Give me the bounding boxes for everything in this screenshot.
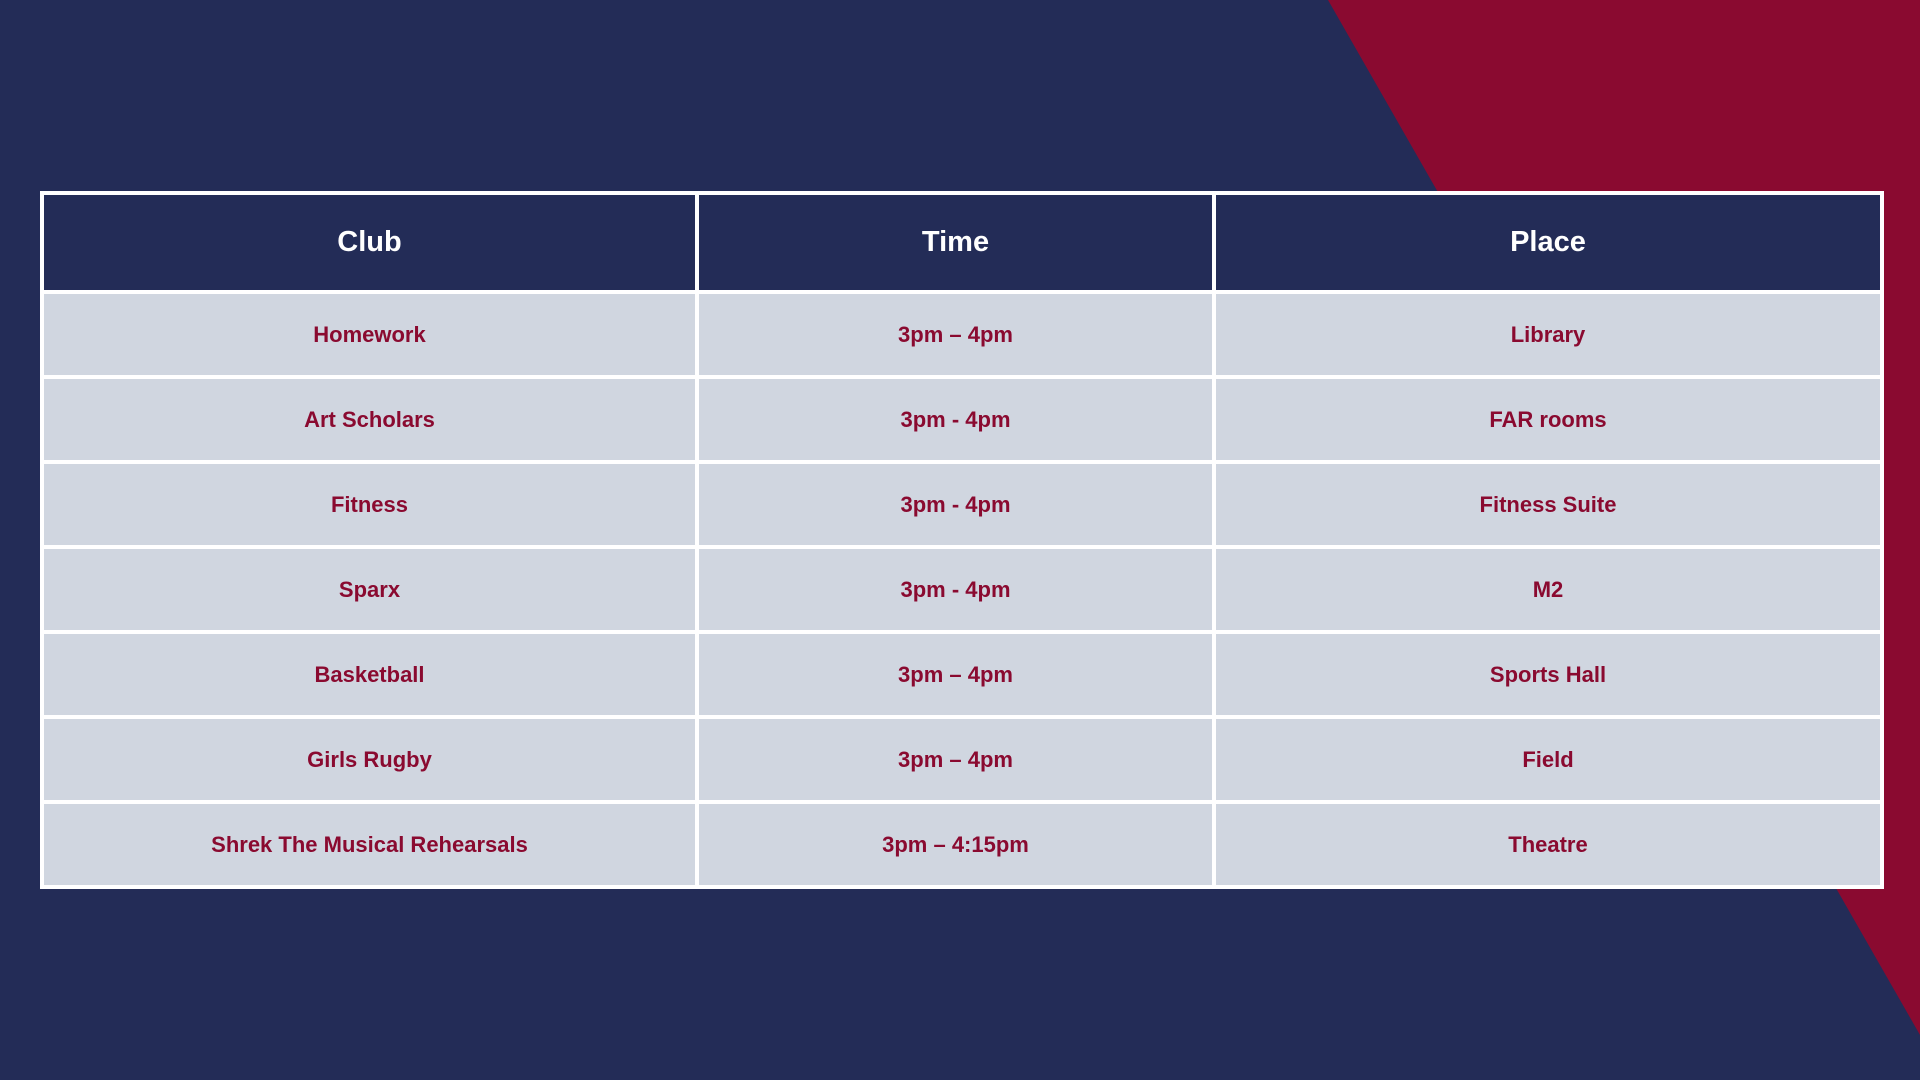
table-row: Shrek The Musical Rehearsals 3pm – 4:15p… bbox=[40, 800, 1884, 889]
clubs-table: Club Time Place Homework 3pm – 4pm Libra… bbox=[40, 191, 1884, 889]
cell-club: Basketball bbox=[40, 630, 699, 719]
cell-place: FAR rooms bbox=[1212, 375, 1884, 464]
cell-time: 3pm – 4pm bbox=[695, 715, 1216, 804]
table-row: Fitness 3pm - 4pm Fitness Suite bbox=[40, 460, 1884, 549]
cell-club: Fitness bbox=[40, 460, 699, 549]
cell-place: M2 bbox=[1212, 545, 1884, 634]
header-time: Time bbox=[695, 191, 1216, 294]
cell-club: Art Scholars bbox=[40, 375, 699, 464]
header-club: Club bbox=[40, 191, 699, 294]
clubs-table-container: Club Time Place Homework 3pm – 4pm Libra… bbox=[40, 191, 1884, 889]
table-row: Homework 3pm – 4pm Library bbox=[40, 290, 1884, 379]
cell-place: Theatre bbox=[1212, 800, 1884, 889]
header-place: Place bbox=[1212, 191, 1884, 294]
cell-place: Field bbox=[1212, 715, 1884, 804]
table-row: Sparx 3pm - 4pm M2 bbox=[40, 545, 1884, 634]
cell-club: Sparx bbox=[40, 545, 699, 634]
cell-time: 3pm – 4:15pm bbox=[695, 800, 1216, 889]
table-row: Art Scholars 3pm - 4pm FAR rooms bbox=[40, 375, 1884, 464]
table-header-row: Club Time Place bbox=[40, 191, 1884, 294]
cell-club: Shrek The Musical Rehearsals bbox=[40, 800, 699, 889]
table-row: Girls Rugby 3pm – 4pm Field bbox=[40, 715, 1884, 804]
cell-time: 3pm - 4pm bbox=[695, 460, 1216, 549]
cell-club: Homework bbox=[40, 290, 699, 379]
cell-time: 3pm - 4pm bbox=[695, 375, 1216, 464]
cell-time: 3pm – 4pm bbox=[695, 630, 1216, 719]
cell-time: 3pm – 4pm bbox=[695, 290, 1216, 379]
cell-place: Sports Hall bbox=[1212, 630, 1884, 719]
cell-place: Fitness Suite bbox=[1212, 460, 1884, 549]
table-row: Basketball 3pm – 4pm Sports Hall bbox=[40, 630, 1884, 719]
cell-club: Girls Rugby bbox=[40, 715, 699, 804]
cell-time: 3pm - 4pm bbox=[695, 545, 1216, 634]
cell-place: Library bbox=[1212, 290, 1884, 379]
